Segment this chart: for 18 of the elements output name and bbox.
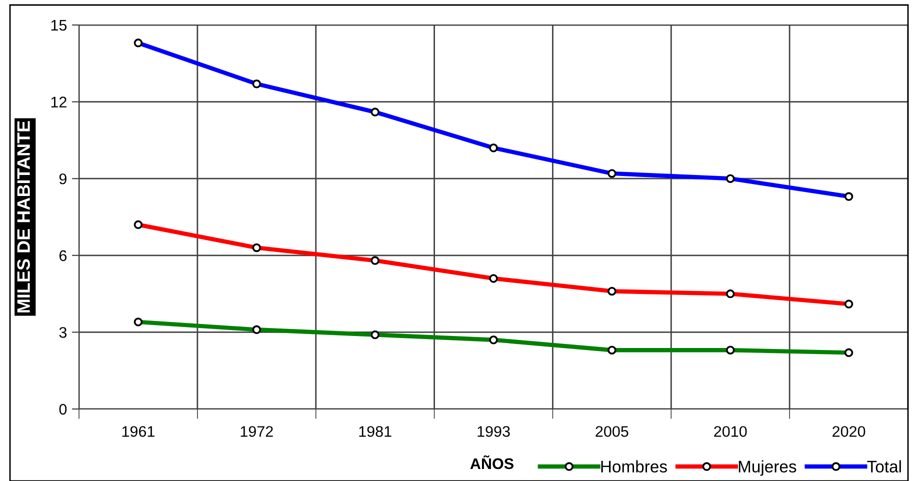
x-tick-label: 1993: [478, 426, 510, 437]
y-tick-label: 15: [51, 20, 67, 31]
x-tick-label: 1972: [240, 426, 273, 437]
y-tick-label: 9: [59, 173, 66, 184]
legend-label: Hombres: [601, 460, 667, 473]
legend-label: Mujeres: [738, 460, 796, 476]
x-axis-title: AÑOS: [470, 455, 514, 470]
y-tick-label: 12: [51, 96, 66, 108]
y-tick-label: 3: [59, 327, 67, 338]
x-tick-label: 2005: [596, 426, 628, 437]
y-axis-title: MILES DE HABITANTE: [17, 121, 30, 312]
y-tick-label: 6: [59, 250, 67, 262]
x-tick-label: 1961: [122, 426, 154, 437]
x-tick-label: 2010: [714, 426, 747, 437]
x-tick-label: 1981: [359, 426, 392, 437]
legend-label: Total: [867, 460, 901, 473]
x-tick-label: 2020: [832, 426, 866, 437]
y-tick-label: 0: [59, 404, 67, 415]
